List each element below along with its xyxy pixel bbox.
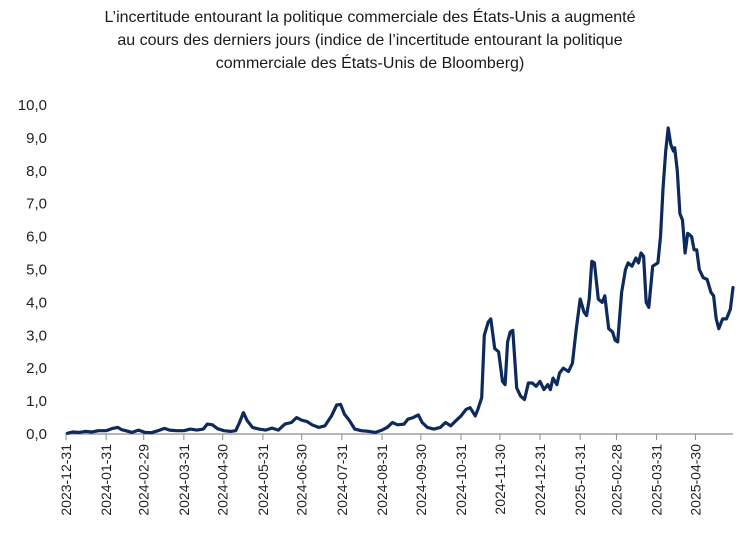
x-tick-label: 2023-12-31 bbox=[58, 444, 74, 516]
series-layer bbox=[65, 126, 735, 435]
x-tick-label: 2024-01-31 bbox=[98, 444, 114, 516]
x-axis: 2023-12-31 2024-01-31 2024-02-29 2024-03-31… bbox=[58, 433, 733, 516]
y-tick-label: 7,0 bbox=[26, 196, 47, 213]
y-tick-label: 2,0 bbox=[26, 360, 47, 377]
x-tick-label: 2024-08-31 bbox=[374, 444, 390, 516]
y-tick-label: 9,0 bbox=[26, 130, 47, 147]
x-tick-label: 2024-05-31 bbox=[255, 444, 271, 516]
chart-title-line-2: au cours des derniers jours (indice de l… bbox=[117, 32, 623, 49]
chart-title-line-3: commerciale des États-Unis de Bloomberg) bbox=[215, 55, 525, 72]
y-tick-label: 4,0 bbox=[26, 294, 47, 311]
x-tick-label: 2024-04-30 bbox=[215, 444, 231, 516]
x-tick-label: 2024-10-31 bbox=[453, 444, 469, 516]
x-tick-label: 2024-09-30 bbox=[413, 444, 429, 516]
y-tick-label: 5,0 bbox=[26, 262, 47, 279]
y-tick-label: 0,0 bbox=[26, 426, 47, 443]
x-tick-label: 2024-06-30 bbox=[294, 444, 310, 516]
y-axis: 0,0 1,0 2,0 3,0 4,0 5,0 6,0 7,0 8,0 9,0 10,0 bbox=[18, 97, 47, 443]
y-tick-label: 3,0 bbox=[26, 327, 47, 344]
y-tick-label: 10,0 bbox=[18, 97, 47, 114]
x-tick-label: 2024-11-30 bbox=[492, 444, 508, 515]
x-tick-label: 2025-01-31 bbox=[572, 444, 588, 516]
series-line bbox=[65, 126, 735, 435]
chart-title: L’incertitude entourant la politique com… bbox=[60, 6, 680, 75]
x-tick-label: 2024-12-31 bbox=[532, 444, 548, 516]
x-tick-label: 2025-03-31 bbox=[649, 444, 665, 516]
chart-title-line-1: L’incertitude entourant la politique com… bbox=[104, 9, 636, 26]
x-tick-label: 2024-07-31 bbox=[334, 444, 350, 516]
x-tick-label: 2025-02-28 bbox=[608, 444, 624, 516]
x-tick-label: 2024-03-31 bbox=[176, 444, 192, 516]
y-tick-label: 1,0 bbox=[26, 393, 47, 410]
y-tick-label: 6,0 bbox=[26, 229, 47, 246]
x-tick-label: 2025-04-30 bbox=[687, 444, 703, 516]
y-tick-label: 8,0 bbox=[26, 163, 47, 180]
x-tick-label: 2024-02-29 bbox=[136, 444, 152, 516]
